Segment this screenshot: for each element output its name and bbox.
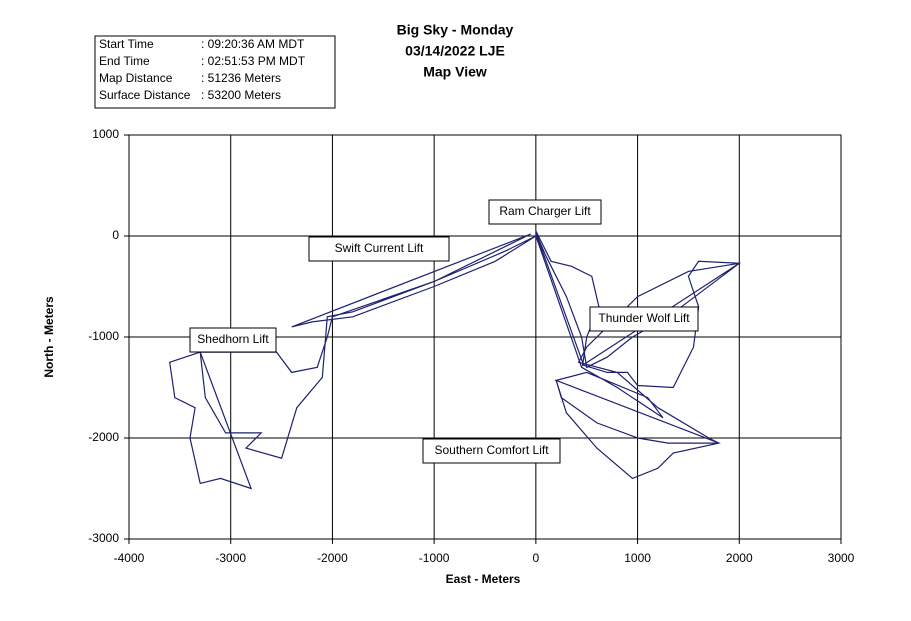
info-box <box>94 35 336 109</box>
info-value: : 51236 Meters <box>201 71 281 85</box>
x-tick-label: -4000 <box>114 551 145 565</box>
annotation: Southern Comfort Lift <box>434 443 549 457</box>
x-tick-label: 0 <box>533 551 540 565</box>
y-tick-label: 1000 <box>92 127 119 141</box>
annotation-box <box>589 306 699 332</box>
x-tick-label: -2000 <box>317 551 348 565</box>
annotation-box <box>308 236 450 262</box>
y-tick-label: -3000 <box>88 531 119 545</box>
plot-border <box>128 134 842 540</box>
info-label: Map Distance <box>99 71 173 85</box>
x-tick-label: 1000 <box>624 551 651 565</box>
track-line <box>169 230 742 490</box>
chart-title: Big Sky - Monday <box>397 22 514 38</box>
y-axis-label: North - Meters <box>42 296 56 378</box>
annotation-box <box>488 199 602 225</box>
info-value: : 53200 Meters <box>201 88 281 102</box>
x-tick-label: -3000 <box>215 551 246 565</box>
annotation: Swift Current Lift <box>335 241 424 255</box>
y-tick-label: -2000 <box>88 430 119 444</box>
annotation: Thunder Wolf Lift <box>598 311 690 325</box>
info-value: : 02:51:53 PM MDT <box>201 54 306 68</box>
y-tick-label: 0 <box>112 228 119 242</box>
annotation-box <box>189 327 277 353</box>
x-tick-label: -1000 <box>419 551 450 565</box>
annotation-box <box>422 438 561 464</box>
annotation: Shedhorn Lift <box>197 332 269 346</box>
info-label: Surface Distance <box>99 88 191 102</box>
info-value: : 09:20:36 AM MDT <box>201 37 305 51</box>
x-tick-label: 2000 <box>726 551 753 565</box>
chart-title: Map View <box>423 64 487 80</box>
x-axis-label: East - Meters <box>446 572 521 586</box>
info-label: Start Time <box>99 37 154 51</box>
info-label: End Time <box>99 54 150 68</box>
y-tick-label: -1000 <box>88 329 119 343</box>
chart-title: 03/14/2022 LJE <box>405 43 505 59</box>
x-tick-label: 3000 <box>828 551 855 565</box>
annotation: Ram Charger Lift <box>499 204 591 218</box>
